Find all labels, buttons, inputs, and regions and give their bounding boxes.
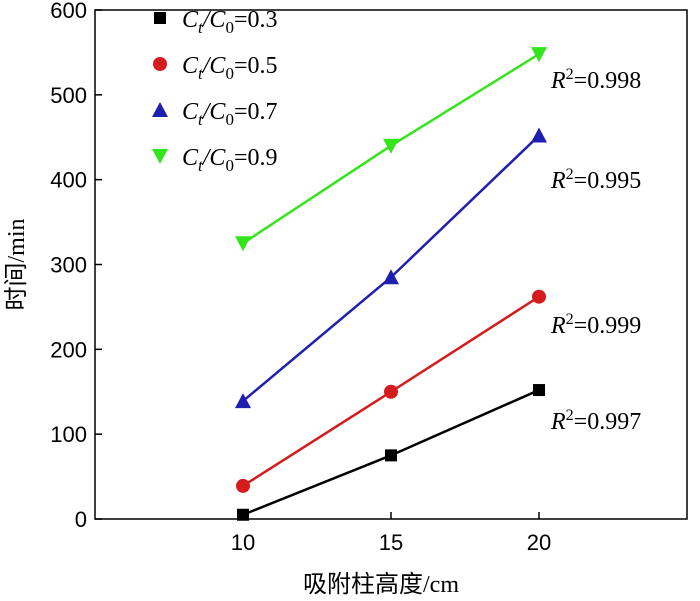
legend-marker [152,149,168,164]
series-layer [235,47,547,521]
y-tick-label: 200 [50,337,87,362]
x-tick-label: 15 [379,530,403,555]
r-squared-label: R2=0.999 [550,311,641,339]
y-tick-label: 600 [50,0,87,23]
data-point [384,384,398,399]
series-line-3 [242,134,540,403]
data-point [235,236,251,252]
r-squared-label: R2=0.997 [550,407,641,435]
legend-label: Ct/C0=0.7 [182,99,277,129]
y-tick-label: 100 [50,422,87,447]
legend-marker [152,102,168,117]
data-point [531,127,547,143]
legend-label: Ct/C0=0.3 [182,7,277,37]
x-tick-label: 10 [231,530,255,555]
legend: Ct/C0=0.3 Ct/C0=0.5 Ct/C0=0.7 Ct/C0=0.9 [152,7,277,175]
legend-label: Ct/C0=0.9 [182,145,277,175]
data-point [237,508,249,521]
data-point [385,449,397,462]
legend-marker [153,57,167,71]
data-point [531,47,547,63]
data-point [533,384,545,397]
data-point [235,393,251,409]
r-squared-label: R2=0.998 [550,66,641,94]
y-tick-label: 300 [50,253,87,278]
data-point [383,138,399,154]
y-axis-label: 时间/min [3,218,30,310]
r-squared-label: R2=0.995 [550,166,641,194]
y-tick-label: 500 [50,83,87,108]
data-point [236,478,250,493]
data-point [532,289,546,304]
legend-marker [154,12,166,24]
axes: 0 100 200 300 400 500 600 10 15 20 吸附柱高度/cm 时间/min [3,0,688,598]
y-tick-label: 0 [75,507,87,532]
data-point [383,269,399,285]
x-tick-label: 20 [527,530,551,555]
x-axis-label: 吸附柱高度/cm [303,571,459,598]
r-squared-labels: R2=0.997 R2=0.999 R2=0.995 R2=0.998 [550,66,641,435]
y-tick-label: 400 [50,168,87,193]
legend-label: Ct/C0=0.5 [182,53,277,83]
